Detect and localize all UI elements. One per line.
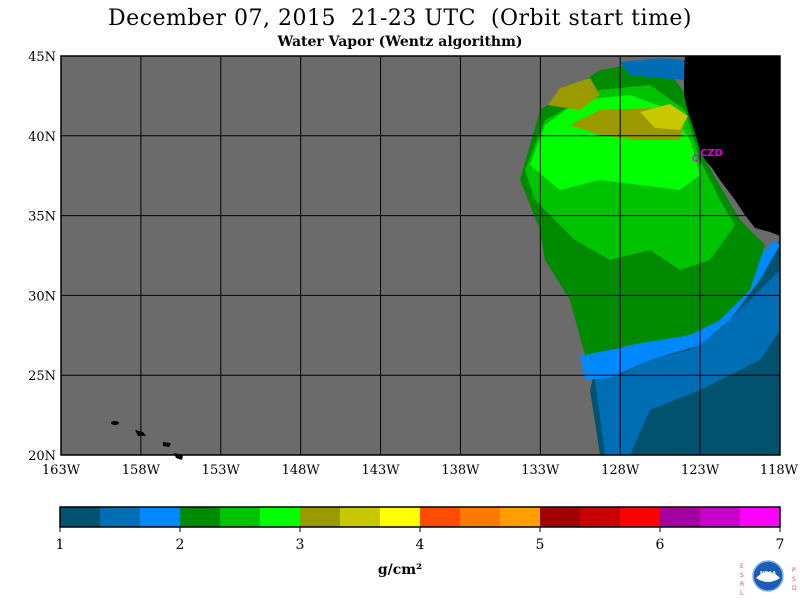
colorbar-units: g/cm² xyxy=(377,562,423,578)
noaa-logo-bird xyxy=(756,572,780,582)
station-label: CZD xyxy=(700,148,723,159)
lat-label: 25N xyxy=(28,369,56,384)
colorbar-swatch xyxy=(60,507,101,527)
colorbar-swatch xyxy=(180,507,221,527)
land-mass-california xyxy=(684,56,780,236)
lat-label: 20N xyxy=(28,449,56,464)
colorbar-swatch xyxy=(500,507,541,527)
colorbar-tick-label: 3 xyxy=(296,537,305,553)
lat-label: 45N xyxy=(28,50,56,65)
vapor-swath-light-blue xyxy=(580,240,780,380)
noaa-logo-text: NOAA xyxy=(760,571,776,577)
logo-letter: R xyxy=(740,581,744,588)
latitude-labels: 45N 40N 35N 30N 25N 20N xyxy=(28,50,56,464)
colorbar-swatch xyxy=(580,507,621,527)
lon-label: 133W xyxy=(521,463,560,478)
colorbar-swatch xyxy=(220,507,261,527)
vapor-swath-top-blue xyxy=(620,58,685,80)
colorbar xyxy=(59,506,781,528)
map-subtitle: Water Vapor (Wentz algorithm) xyxy=(277,34,523,50)
vapor-swath-olive xyxy=(548,78,600,110)
logo-letter: P xyxy=(792,567,796,574)
lat-lon-grid xyxy=(61,56,780,455)
colorbar-ticks: 1 2 3 4 5 6 7 xyxy=(56,527,785,553)
colorbar-swatch xyxy=(100,507,141,527)
vapor-swath-mid-blue xyxy=(595,270,780,455)
colorbar-tick-label: 2 xyxy=(176,537,185,553)
lon-label: 148W xyxy=(282,463,321,478)
logo-letter: D xyxy=(792,585,797,592)
lon-label: 158W xyxy=(122,463,161,478)
colorbar-tick-label: 5 xyxy=(536,537,545,553)
colorbar-tick-label: 1 xyxy=(56,537,65,553)
lat-label: 40N xyxy=(28,130,56,145)
colorbar-swatch xyxy=(620,507,661,527)
colorbar-swatch xyxy=(380,507,421,527)
colorbar-swatch xyxy=(700,507,741,527)
colorbar-swatch xyxy=(260,507,301,527)
colorbar-swatch xyxy=(140,507,181,527)
logo-letter: S xyxy=(740,572,744,579)
map-frame xyxy=(60,55,781,456)
colorbar-swatch xyxy=(660,507,701,527)
logo-letter: S xyxy=(792,576,796,583)
lon-label: 123W xyxy=(681,463,720,478)
station-marker: CZD xyxy=(692,148,723,162)
lon-label: 138W xyxy=(441,463,480,478)
colorbar-swatch xyxy=(740,507,781,527)
lat-label: 35N xyxy=(28,210,56,225)
lat-label: 30N xyxy=(28,289,56,304)
lon-label: 118W xyxy=(760,463,799,478)
colorbar-swatch xyxy=(460,507,501,527)
logo-letter: L xyxy=(740,590,744,597)
colorbar-swatch xyxy=(540,507,581,527)
colorbar-tick-label: 7 xyxy=(776,537,785,553)
map-title: December 07, 2015 21-23 UTC (Orbit start… xyxy=(108,6,692,31)
colorbar-tick-label: 6 xyxy=(656,537,665,553)
lon-label: 143W xyxy=(361,463,400,478)
logo-right-letters: PSD xyxy=(792,567,797,592)
lon-label: 128W xyxy=(601,463,640,478)
logo-letter: E xyxy=(740,563,744,570)
lon-label: 153W xyxy=(202,463,241,478)
longitude-labels: 163W 158W 153W 148W 143W 138W 133W 128W 123W 118W xyxy=(42,463,799,478)
colorbar-swatch xyxy=(420,507,461,527)
colorbar-tick-label: 4 xyxy=(416,537,425,553)
lon-label: 163W xyxy=(42,463,81,478)
colorbar-swatch xyxy=(300,507,341,527)
colorbar-swatch xyxy=(340,507,381,527)
vapor-swath-yellow-green xyxy=(640,104,688,130)
